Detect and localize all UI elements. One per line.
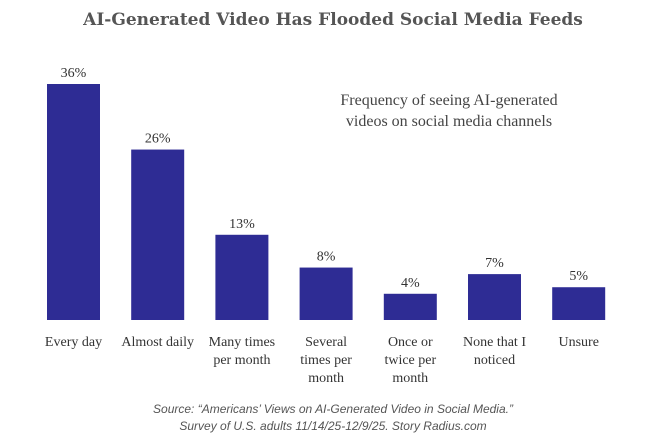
bar-5 <box>468 274 521 320</box>
subtitle-line-2: videos on social media channels <box>345 113 553 130</box>
bar-1 <box>131 149 185 320</box>
category-label-6: Unsure <box>558 335 598 350</box>
category-label-3: Several times per month <box>300 335 352 386</box>
data-label-6: 5% <box>569 269 588 284</box>
source-line-1: Source: “Americans’ Views on AI-Generate… <box>153 402 513 416</box>
source-note: Source: “Americans’ Views on AI-Generate… <box>0 401 666 435</box>
data-label-5: 7% <box>485 256 504 271</box>
category-label-0: Every day <box>45 335 102 350</box>
bar-3 <box>299 267 353 320</box>
category-label-4: Once or twice per month <box>384 335 436 386</box>
data-label-4: 4% <box>401 276 420 291</box>
bar-6 <box>552 287 606 320</box>
category-label-2: Many times per month <box>209 335 276 368</box>
source-line-2: Survey of U.S. adults 11/14/25-12/9/25. … <box>179 419 487 433</box>
chart-subtitle: Frequency of seeing AI-generated videos … <box>316 90 582 132</box>
data-label-2: 13% <box>229 217 255 232</box>
bar-0 <box>47 84 100 320</box>
subtitle-line-1: Frequency of seeing AI-generated <box>340 92 558 109</box>
chart-title: AI-Generated Video Has Flooded Social Me… <box>83 10 583 30</box>
bar-2 <box>215 234 269 320</box>
data-label-3: 8% <box>317 250 336 265</box>
data-label-0: 36% <box>61 66 87 81</box>
category-label-1: Almost daily <box>121 335 194 350</box>
bar-4 <box>383 293 437 320</box>
data-label-1: 26% <box>145 132 171 147</box>
